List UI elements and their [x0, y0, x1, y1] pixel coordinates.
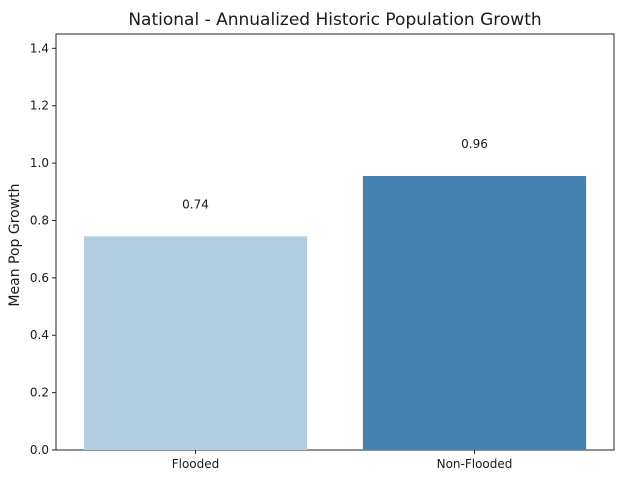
y-tick-label: 0.6 — [30, 271, 49, 285]
x-tick-label: Non-Flooded — [437, 457, 513, 471]
bar-flooded — [83, 236, 308, 450]
y-axis-label: Mean Pop Growth — [7, 183, 23, 306]
y-tick-label: 1.0 — [30, 156, 49, 170]
data-labels: 0.74 0.96 — [182, 137, 488, 211]
data-label: 0.74 — [182, 197, 209, 211]
data-label: 0.96 — [461, 137, 488, 151]
y-tick-label: 1.4 — [30, 41, 49, 55]
y-tick-label: 0.2 — [30, 386, 49, 400]
bars — [83, 176, 587, 450]
y-tick-label: 0.0 — [30, 443, 49, 457]
y-tick-label: 1.2 — [30, 99, 49, 113]
chart-title: National - Annualized Historic Populatio… — [128, 10, 541, 30]
x-axis-ticks: Flooded Non-Flooded — [172, 450, 513, 471]
plot-frame — [55, 33, 615, 451]
y-axis-ticks: 0.0 0.2 0.4 0.6 0.8 1.0 1.2 1.4 — [30, 41, 56, 457]
bar-non-flooded — [362, 176, 587, 450]
plot-area: 0.0 0.2 0.4 0.6 0.8 1.0 1.2 1.4 Flooded Non-Floo… — [30, 33, 615, 471]
x-tick-label: Flooded — [172, 457, 220, 471]
y-tick-label: 0.8 — [30, 213, 49, 227]
y-tick-label: 0.4 — [30, 328, 49, 342]
